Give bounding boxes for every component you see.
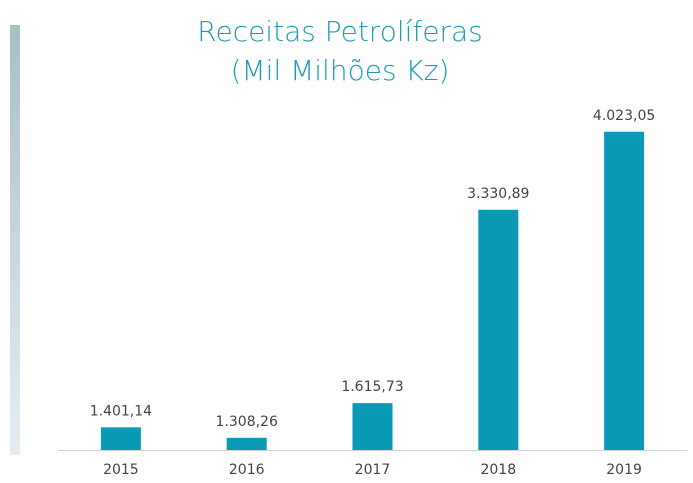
side-bar: [10, 25, 20, 455]
x-tick-label: 2016: [229, 462, 265, 478]
x-tick-label: 2017: [355, 462, 391, 478]
x-tick-label: 2019: [606, 462, 642, 478]
chart-subtitle: (Mil Milhões Kz): [231, 54, 450, 87]
value-label: 4.023,05: [593, 108, 655, 124]
x-tick-label: 2018: [480, 462, 516, 478]
value-label: 1.401,14: [90, 403, 152, 419]
x-tick-label: 2015: [103, 462, 139, 478]
value-label: 1.615,73: [341, 379, 403, 395]
bar: [226, 437, 267, 450]
bar: [604, 131, 645, 451]
bar: [100, 427, 141, 450]
bar: [478, 209, 519, 450]
value-label: 3.330,89: [467, 186, 529, 202]
value-label: 1.308,26: [216, 414, 278, 430]
chart-title: Receitas Petrolíferas: [197, 15, 482, 48]
bar: [352, 403, 393, 450]
